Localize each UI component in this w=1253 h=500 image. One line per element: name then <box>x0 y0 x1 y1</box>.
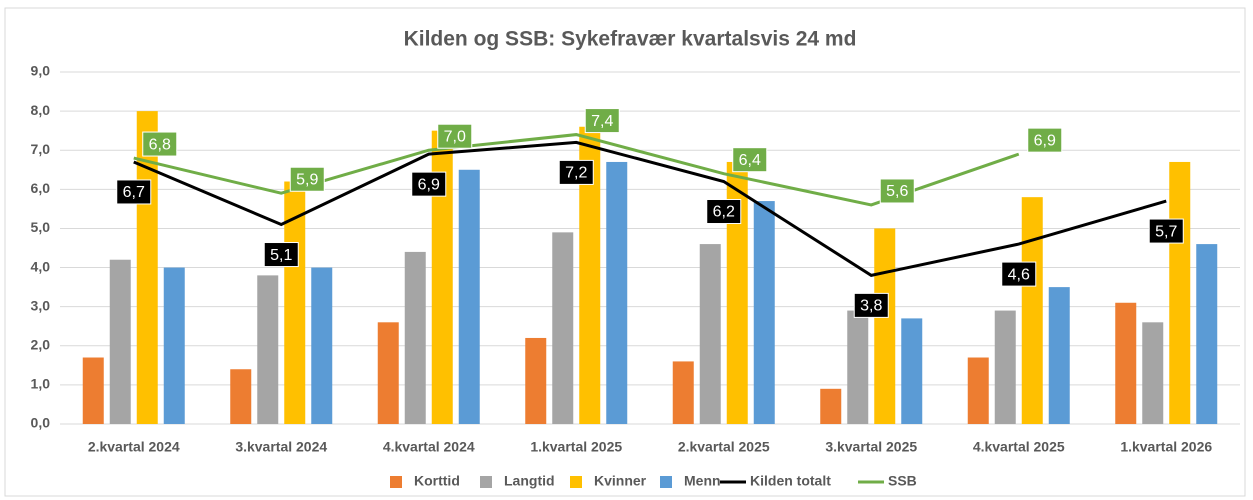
legend-label: Korttid <box>414 473 460 489</box>
bar <box>1142 322 1164 424</box>
legend-swatch <box>660 476 672 488</box>
y-tick-label: 1,0 <box>31 376 51 392</box>
data-label-box <box>411 171 447 197</box>
y-tick-label: 7,0 <box>31 141 51 157</box>
data-label-box <box>437 123 473 149</box>
legend-swatch <box>390 476 402 488</box>
data-label: 6,9 <box>1034 132 1056 149</box>
line <box>133 140 1167 277</box>
data-label: 7,2 <box>565 165 587 182</box>
x-tick-label: 1.kvartal 2025 <box>530 439 622 455</box>
data-label: 7,0 <box>444 128 466 145</box>
data-label-box <box>558 159 594 185</box>
legend-swatch <box>570 476 582 488</box>
data-label: 6,8 <box>149 136 171 153</box>
x-tick-label: 4.kvartal 2025 <box>973 439 1065 455</box>
x-tick-label: 3.kvartal 2024 <box>235 439 327 455</box>
y-tick-label: 6,0 <box>31 180 51 196</box>
data-label-box <box>732 147 768 173</box>
y-tick-label: 2,0 <box>31 336 51 352</box>
bar <box>552 232 574 424</box>
y-tick-label: 5,0 <box>31 219 51 235</box>
data-label-box <box>116 179 152 205</box>
y-tick-label: 0,0 <box>31 415 51 431</box>
legend-label: SSB <box>888 473 917 489</box>
bar <box>967 357 989 424</box>
data-label: 5,9 <box>296 171 318 188</box>
chart-title: Kilden og SSB: Sykefravær kvartalsvis 24… <box>404 28 857 51</box>
x-tick-label: 3.kvartal 2025 <box>825 439 917 455</box>
data-label-box <box>263 242 299 268</box>
bar <box>311 267 333 424</box>
bar <box>82 357 104 424</box>
bar <box>579 126 601 424</box>
data-label: 6,4 <box>739 152 761 169</box>
data-label-box <box>1027 127 1063 153</box>
legend-label: Menn <box>684 473 721 489</box>
bar <box>230 369 252 424</box>
data-label: 3,8 <box>860 298 882 315</box>
data-label-box <box>1148 218 1184 244</box>
bar <box>257 275 279 424</box>
bar <box>525 337 547 424</box>
x-tick-label: 2.kvartal 2025 <box>678 439 770 455</box>
data-label-box <box>853 292 889 318</box>
bar <box>377 322 399 424</box>
legend-label: Kilden totalt <box>750 473 831 489</box>
data-label: 5,7 <box>1155 223 1177 240</box>
legend-swatch <box>480 476 492 488</box>
line <box>133 133 1020 207</box>
bar <box>1169 161 1191 424</box>
bar <box>994 310 1016 424</box>
x-tick-label: 4.kvartal 2024 <box>383 439 475 455</box>
bar <box>1115 302 1137 424</box>
x-tick-label: 1.kvartal 2026 <box>1120 439 1212 455</box>
bar <box>163 267 185 424</box>
bar <box>847 310 869 424</box>
data-label-box <box>706 199 742 225</box>
data-label-box <box>879 178 915 204</box>
data-label: 4,6 <box>1008 266 1030 283</box>
legend-label: Langtid <box>504 473 555 489</box>
y-tick-label: 3,0 <box>31 297 51 313</box>
bar <box>109 259 131 424</box>
data-label-box <box>584 108 620 134</box>
bar <box>404 251 426 424</box>
bar <box>874 228 896 424</box>
data-label: 5,6 <box>886 183 908 200</box>
bar <box>820 388 842 424</box>
bar <box>901 318 923 424</box>
data-label-box <box>289 166 325 192</box>
data-label: 6,7 <box>123 184 145 201</box>
bar <box>606 161 628 424</box>
bar <box>458 169 480 424</box>
x-tick-label: 2.kvartal 2024 <box>88 439 180 455</box>
y-tick-label: 9,0 <box>31 63 51 79</box>
data-label: 7,4 <box>591 113 613 130</box>
data-label: 6,2 <box>713 204 735 221</box>
data-label-box <box>1001 261 1037 287</box>
bar <box>672 361 694 424</box>
bar <box>431 130 453 424</box>
data-label-box <box>142 131 178 157</box>
bar <box>699 244 721 424</box>
y-tick-label: 4,0 <box>31 258 51 274</box>
data-label: 5,1 <box>270 247 292 264</box>
bar <box>726 161 748 424</box>
legend-label: Kvinner <box>594 473 647 489</box>
bar <box>1196 244 1218 424</box>
bar <box>1021 197 1043 424</box>
y-tick-label: 8,0 <box>31 102 51 118</box>
bar <box>753 201 775 424</box>
bar <box>1048 287 1070 424</box>
data-label: 6,9 <box>418 176 440 193</box>
